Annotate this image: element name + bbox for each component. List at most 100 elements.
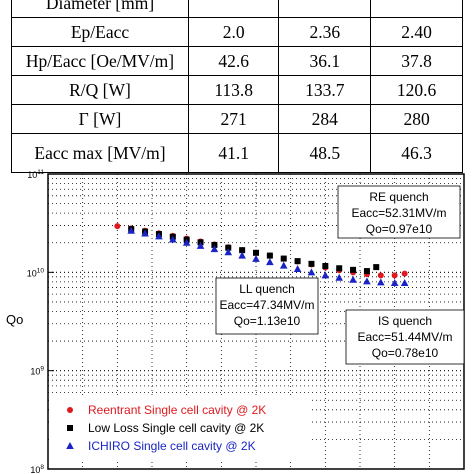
data-point [224,248,233,256]
table-cell: 2.36 [278,17,372,47]
cavity-parameter-table: Diameter [mm] Ep/Eacc 2.0 2.36 2.40 Hp/Eacc [… [11,0,463,173]
quench-annotation: IS quench Eacc=51.44MV/m Qo=0.78e10 [345,309,465,365]
table-cell: 46.3 [370,133,463,173]
table-row: Eacc max [MV/m] 41.1 48.5 46.3 [11,133,463,173]
annotation-box [345,309,465,365]
data-point [293,265,302,273]
table-row: R/Q [W] 113.8 133.7 120.6 [11,75,463,105]
y-tick-label: 1010 [27,267,45,278]
row-label: Γ [W] [11,104,189,134]
quench-annotation: RE quench Eacc=52.31MV/m Qo=0.97e10 [337,185,461,239]
data-point [349,275,357,283]
y-ticks: 108 109 1010 1011 [27,169,54,474]
y-tick-label: 109 [30,366,44,377]
legend-marker [67,407,73,413]
data-point [373,264,380,271]
y-axis-label: Qo [6,312,23,327]
table-cell: 113.8 [187,75,280,105]
series-layer [114,223,409,286]
data-point [252,254,260,262]
annotation-text: RE quench [369,190,428,204]
data-point [210,245,219,253]
data-point [238,251,246,259]
row-label: Diameter [mm] [11,0,189,18]
data-point [253,249,259,256]
table-cell: 284 [278,104,372,134]
data-point [336,265,343,272]
table-cell [187,0,280,18]
data-point [239,247,246,254]
table-row: Γ [W] 271 284 280 [11,104,463,134]
data-point [377,272,384,279]
table-row: Hp/Eacc [Oe/MV/m] 42.6 36.1 37.8 [11,46,463,76]
annotation-text: Qo=0.78e10 [372,346,439,360]
data-point [294,258,301,265]
data-point [363,268,370,275]
data-point [141,229,149,237]
data-point [308,260,315,267]
data-point [155,232,163,240]
data-point [169,235,177,243]
y-tick-label: 108 [30,464,44,474]
y-tick-label: 1011 [27,169,44,180]
quench-annotation: LL quench Eacc=47.34MV/m Qo=1.13e10 [215,277,319,335]
series-triangle [127,226,409,286]
annotation-text: Eacc=52.31MV/m [351,206,446,220]
data-point [363,277,371,285]
data-point [401,270,408,277]
annotation-box [337,185,461,239]
table-cell: 36.1 [278,46,372,76]
data-point [391,272,398,279]
table-cell: 133.7 [278,75,372,105]
data-point [400,278,409,286]
annotation-text: Qo=0.97e10 [366,222,433,236]
data-point [182,238,191,246]
data-point [335,273,343,281]
row-label: R/Q [W] [11,75,189,105]
data-point [307,268,316,276]
annotation-text: Qo=1.13e10 [234,314,301,328]
annotations-layer: RE quench Eacc=52.31MV/m Qo=0.97e10 LL quen… [215,185,465,365]
data-point [377,278,385,286]
table-cell: 42.6 [187,46,280,76]
legend-marker [66,442,74,449]
data-point [390,278,399,286]
data-point [321,271,330,279]
legend-label: ICHIRO Single cell cavity @ 2K [88,439,256,453]
annotation-text: LL quench [239,282,295,296]
legend-background [52,397,310,461]
data-point [266,258,274,266]
data-point [322,262,329,269]
legend-label: Low Loss Single cell cavity @ 2K [88,421,264,435]
legend: Reentrant Single cell cavity @ 2K Low Los… [52,397,310,461]
data-point [279,261,288,269]
data-point [280,255,287,262]
row-label: Hp/Eacc [Oe/MV/m] [11,46,189,76]
table-cell: 41.1 [187,133,280,173]
table-cell: 280 [370,104,463,134]
data-point [127,226,135,234]
y-axis-label: Qo [6,312,23,327]
annotation-text: Eacc=47.34MV/m [219,298,314,312]
data-point [225,244,232,251]
table-cell: 2.40 [370,17,463,47]
row-label: Eacc max [MV/m] [11,133,189,173]
table-cell [370,0,463,18]
legend-marker [67,425,73,431]
table-cell: 2.0 [187,17,280,47]
table-row: Ep/Eacc 2.0 2.36 2.40 [11,17,463,47]
annotation-text: IS quench [378,314,432,328]
table-cell: 271 [187,104,280,134]
legend-label: Reentrant Single cell cavity @ 2K [88,403,266,417]
annotation-text: Eacc=51.44MV/m [357,330,452,344]
annotation-box [215,277,319,335]
data-point [350,266,357,273]
data-point [266,252,273,259]
row-label: Ep/Eacc [11,17,189,47]
table-row: Diameter [mm] [11,0,463,18]
qo-vs-eacc-chart: 108 109 1010 1011 Qo RE quench Eacc=52.31MV/… [6,169,465,474]
table-cell: 37.8 [370,46,463,76]
table-cell [278,0,372,18]
data-point [211,241,218,248]
data-point [114,223,121,230]
